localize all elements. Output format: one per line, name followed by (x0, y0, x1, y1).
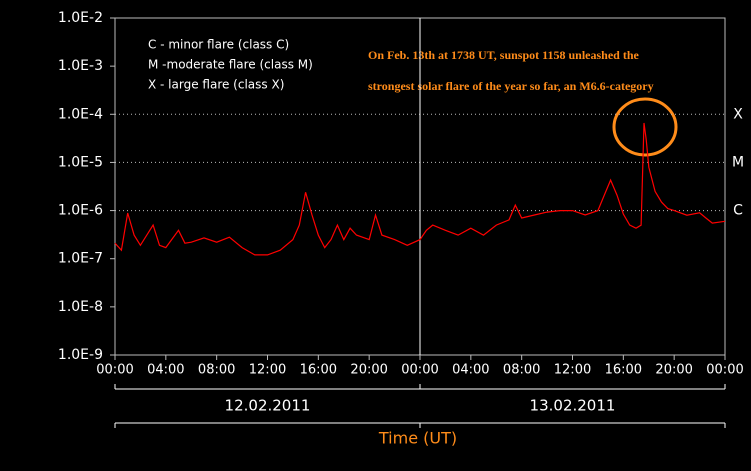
date-label: 12.02.2011 (225, 397, 311, 415)
legend-text: C - minor flare (class C) (148, 38, 289, 52)
highlight-circle (612, 97, 678, 157)
x-tick-label: 04:00 (452, 363, 489, 378)
y-tick-label: 1.0E-7 (58, 251, 103, 267)
x-tick-label: 12:00 (554, 363, 591, 378)
y-tick-label: 1.0E-2 (58, 10, 103, 26)
y-tick-label: 1.0E-5 (58, 154, 103, 170)
x-tick-label: 20:00 (655, 363, 692, 378)
date-label: 13.02.2011 (530, 397, 616, 415)
y-tick-label: 1.0E-8 (58, 299, 103, 315)
annotation: On Feb. 13th at 1738 UT, sunspot 1158 un… (368, 48, 640, 62)
y-tick-label: 1.0E-6 (58, 203, 103, 219)
x-tick-label: 00:00 (706, 363, 743, 378)
legend-text: M -moderate flare (class M) (148, 58, 313, 72)
level-label: M (732, 154, 744, 170)
x-tick-label: 00:00 (96, 363, 133, 378)
x-tick-label: 04:00 (147, 363, 184, 378)
x-tick-label: 08:00 (503, 363, 540, 378)
y-tick-label: 1.0E-3 (58, 58, 103, 74)
data-line (114, 122, 726, 256)
x-tick-label: 20:00 (350, 363, 387, 378)
y-tick-label: 1.0E-4 (58, 106, 103, 122)
x-tick-label: 16:00 (605, 363, 642, 378)
y-tick-label: 1.0E-9 (58, 347, 103, 363)
annotation: strongest solar flare of the year so far… (368, 79, 654, 93)
x-axis-label: Time (UT) (378, 429, 457, 448)
x-tick-label: 12:00 (249, 363, 286, 378)
x-tick-label: 08:00 (198, 363, 235, 378)
x-tick-label: 00:00 (401, 363, 438, 378)
x-tick-label: 16:00 (300, 363, 337, 378)
level-label: X (733, 106, 743, 122)
level-label: C (733, 203, 743, 219)
legend-text: X - large flare (class X) (148, 78, 284, 92)
